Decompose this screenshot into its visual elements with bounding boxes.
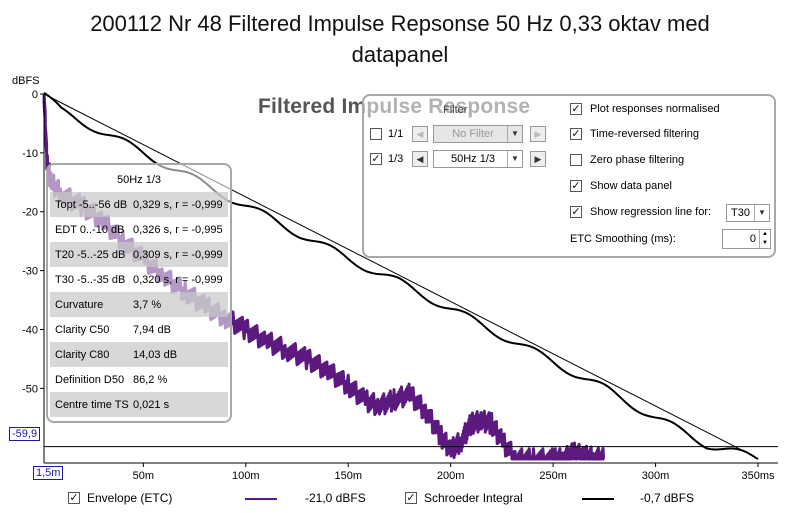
envelope-checkbox[interactable]: ✓	[68, 492, 80, 504]
legend-envelope-value: -21,0 dBFS	[305, 491, 366, 505]
etc-smoothing-label: ETC Smoothing (ms):	[570, 233, 676, 245]
y-tick-label: -40	[22, 324, 38, 336]
arrow-left-icon[interactable]: ◀	[412, 126, 428, 142]
data-row-key: Clarity C80	[55, 348, 110, 361]
data-row: T20 -5..-25 dB 0,309 s, r = -0,999	[50, 242, 228, 267]
data-row: Topt -5..-56 dB 0,329 s, r = -0,999	[50, 192, 228, 217]
y-tick-label: 0	[32, 89, 38, 101]
show-regression-checkbox[interactable]: ✓	[570, 206, 582, 218]
filter-1-1-select[interactable]: No Filter ▼	[433, 125, 523, 143]
filter-panel	[362, 94, 776, 258]
data-row: EDT 0..-10 dB 0,326 s, r = -0,995	[50, 217, 228, 242]
data-row: Centre time TS 0,021 s	[50, 392, 228, 417]
x-tick-label: 50m	[133, 470, 154, 482]
data-row-value: 3,7 %	[133, 298, 162, 311]
filter-1-3-checkbox[interactable]: ✓	[370, 153, 382, 165]
legend-envelope-swatch	[245, 498, 277, 500]
data-row: Clarity C80 14,03 dB	[50, 342, 228, 367]
window-title-line2: datapanel	[351, 42, 449, 67]
chevron-down-icon: ▼	[507, 126, 522, 142]
x-tick-label: 200m	[437, 470, 465, 482]
data-row-value: 0,021 s	[133, 398, 170, 411]
spin-up-icon[interactable]: ▲	[759, 230, 770, 239]
data-row-value: 0,329 s, r = -0,999	[133, 198, 223, 211]
data-row-key: Clarity C50	[55, 323, 110, 336]
data-row-value: 14,03 dB	[133, 348, 178, 361]
zero-phase-label: Zero phase filtering	[590, 154, 685, 166]
chevron-down-icon: ▼	[507, 151, 522, 167]
legend-schroeder-value: -0,7 dBFS	[640, 491, 695, 505]
data-row: Definition D50 86,2 %	[50, 367, 228, 392]
data-row-value: 86,2 %	[133, 373, 168, 386]
series-regression-line	[43, 93, 748, 454]
x-tick-label: 100m	[232, 470, 260, 482]
etc-smoothing-input[interactable]: 0 ▲ ▼	[722, 229, 771, 249]
spin-down-icon[interactable]: ▼	[759, 239, 770, 248]
window-title-line1: 200112 Nr 48 Filtered Impulse Repsonse 5…	[90, 11, 710, 36]
legend-envelope-label: Envelope (ETC)	[87, 491, 173, 505]
window-title: 200112 Nr 48 Filtered Impulse Repsonse 5…	[0, 8, 800, 70]
time-reversed-label: Time-reversed filtering	[590, 128, 700, 140]
data-row-value: 0,320 s, r = -0,999	[133, 273, 223, 286]
filter-1-3-label: 1/3	[388, 153, 404, 165]
show-data-panel-label: Show data panel	[590, 180, 672, 192]
y-tick-label: -30	[22, 266, 38, 278]
filter-1-3-select-value: 50Hz 1/3	[450, 153, 496, 165]
plot-normalised-checkbox[interactable]: ✓	[570, 103, 582, 115]
legend-schroeder-label: Schroeder Integral	[424, 491, 523, 505]
schroeder-checkbox[interactable]: ✓	[405, 492, 417, 504]
time-reversed-checkbox[interactable]: ✓	[570, 128, 582, 140]
show-data-panel-checkbox[interactable]: ✓	[570, 180, 582, 192]
show-regression-label: Show regression line for:	[590, 206, 712, 218]
arrow-left-icon[interactable]: ◀	[412, 151, 428, 167]
filter-1-1-select-value: No Filter	[452, 128, 494, 140]
legend-schroeder-swatch	[582, 498, 614, 500]
data-panel: 50Hz 1/3 Topt -5..-56 dB 0,329 s, r = -0,…	[46, 163, 232, 423]
y-tick-label: -10	[22, 148, 38, 160]
x-tick-label: 300m	[642, 470, 670, 482]
cursor-x-readout: 1,5m	[33, 466, 64, 480]
filter-1-1-checkbox[interactable]	[370, 128, 382, 140]
etc-smoothing-value: 0	[749, 233, 756, 245]
filter-heading: Filter	[443, 104, 468, 116]
filter-1-3-select[interactable]: 50Hz 1/3 ▼	[433, 150, 523, 168]
data-row-key: Curvature	[55, 298, 104, 311]
arrow-right-icon[interactable]: ▶	[530, 126, 546, 142]
data-row-key: T20 -5..-25 dB	[55, 248, 126, 261]
data-row: T30 -5..-35 dB 0,320 s, r = -0,999	[50, 267, 228, 292]
y-tick-label: -20	[22, 207, 38, 219]
data-row-key: EDT 0..-10 dB	[55, 223, 125, 236]
data-row-value: 0,309 s, r = -0,999	[133, 248, 223, 261]
data-row-key: Definition D50	[55, 373, 125, 386]
x-tick-label: 150m	[334, 470, 362, 482]
regression-select-value: T30	[731, 207, 750, 219]
data-row-value: 0,326 s, r = -0,995	[133, 223, 223, 236]
x-tick-label: 350ms	[741, 470, 775, 482]
regression-select[interactable]: T30 ▼	[726, 204, 770, 222]
cursor-layer	[43, 94, 778, 463]
y-axis-label: dBFS	[12, 75, 40, 87]
data-panel-title: 50Hz 1/3	[116, 174, 162, 186]
zero-phase-checkbox[interactable]	[570, 154, 582, 166]
y-tick-label: -50	[22, 383, 38, 395]
series-schroeder-line	[43, 92, 759, 460]
data-row-key: Topt -5..-56 dB	[55, 198, 128, 211]
data-row-key: T30 -5..-35 dB	[55, 273, 126, 286]
cursor-y-readout: -59,9	[9, 427, 41, 441]
plot-normalised-label: Plot responses normalised	[590, 103, 720, 115]
x-tick-label: 250m	[539, 470, 567, 482]
data-row-key: Centre time TS	[55, 398, 129, 411]
chevron-down-icon: ▼	[754, 205, 769, 221]
data-row: Curvature 3,7 %	[50, 292, 228, 317]
data-row-value: 7,94 dB	[133, 323, 171, 336]
legend: ✓ Envelope (ETC) -21,0 dBFS ✓ Schroeder …	[0, 488, 800, 510]
ticks: 0 -10 -20 -30 -40 -50 50m 100m 150m 200m 250m 300m 3…	[22, 89, 775, 482]
arrow-right-icon[interactable]: ▶	[530, 151, 546, 167]
filter-1-1-label: 1/1	[388, 128, 404, 140]
data-row: Clarity C50 7,94 dB	[50, 317, 228, 342]
